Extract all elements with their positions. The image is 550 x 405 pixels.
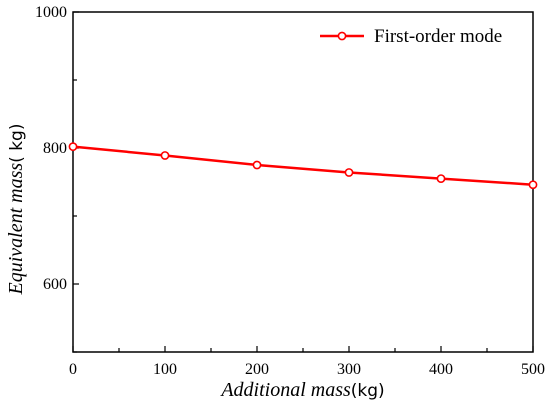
- x-tick-label: 500: [521, 361, 545, 378]
- legend: First-order mode: [320, 26, 502, 47]
- x-axis-ticks: 0 100 200 300 400 500: [69, 346, 545, 378]
- plot-border: [72, 11, 534, 353]
- y-tick-label: 800: [43, 140, 67, 157]
- x-tick-label: 300: [337, 361, 361, 378]
- data-point: [436, 174, 446, 183]
- x-axis-title: Additional mass(kg): [219, 379, 384, 401]
- x-tick-label: 400: [429, 361, 453, 378]
- y-tick-label: 1000: [35, 4, 67, 21]
- plot-frame: [72, 11, 534, 353]
- series-layer: [68, 142, 538, 190]
- y-axis-unit: ( kg): [7, 124, 27, 163]
- y-axis-title: Equivalent mass( kg): [5, 124, 27, 296]
- x-axis-label: Additional mass: [219, 379, 351, 401]
- data-point: [344, 168, 354, 177]
- x-tick-label: 0: [69, 361, 77, 378]
- y-axis-label: Equivalent mass: [5, 163, 27, 296]
- x-axis-unit: (kg): [351, 381, 385, 401]
- legend-label: First-order mode: [374, 26, 502, 47]
- x-tick-label: 200: [245, 361, 269, 378]
- x-tick-label: 100: [153, 361, 177, 378]
- y-tick-label: 600: [43, 276, 67, 293]
- series-line: [72, 145, 534, 186]
- data-point: [528, 180, 538, 190]
- legend-marker: [337, 31, 347, 41]
- data-point: [160, 151, 170, 160]
- data-point: [252, 160, 262, 170]
- data-point: [68, 142, 78, 152]
